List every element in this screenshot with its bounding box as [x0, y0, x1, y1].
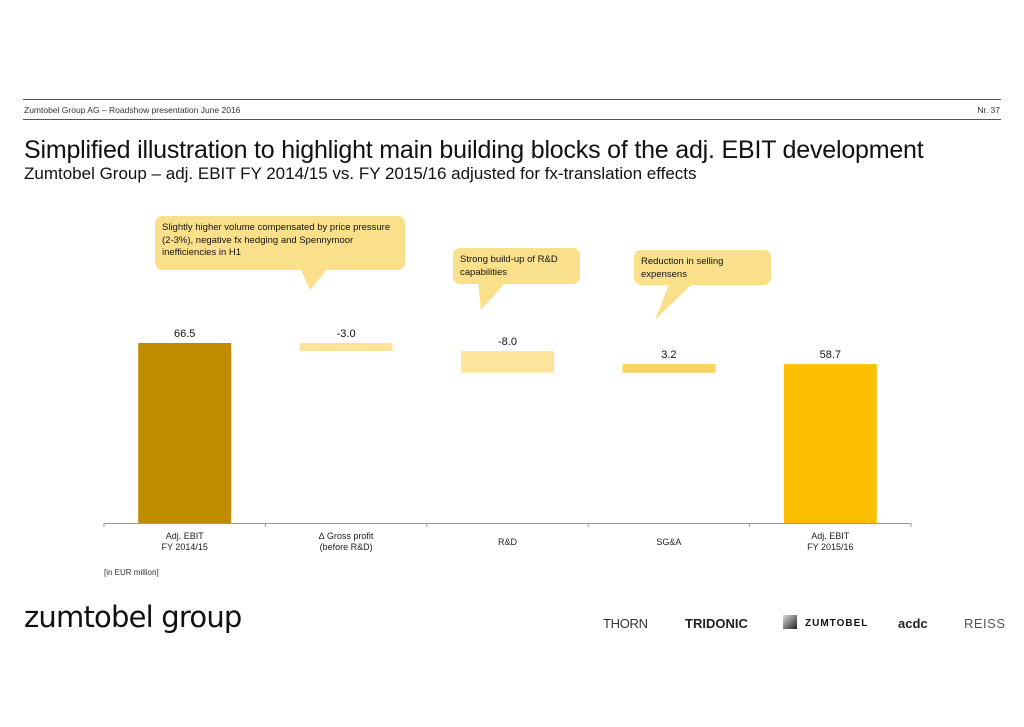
header-top-rule — [23, 99, 1001, 100]
category-label-2: R&D — [498, 537, 518, 547]
category-label-3: SG&A — [656, 537, 681, 547]
callout-tail-sga — [655, 282, 694, 320]
value-label-3: 3.2 — [661, 349, 676, 361]
category-label-0-line-0: Adj. EBIT — [166, 531, 205, 541]
bar-4 — [783, 364, 877, 523]
zumtobel-group-logo: zumtobel group — [24, 600, 242, 634]
brand-zumtobel: ZUMTOBEL — [805, 618, 869, 629]
value-label-1: -3.0 — [337, 328, 356, 340]
brand-thorn: THORN — [603, 616, 648, 631]
callout-tail-gross-profit — [300, 268, 328, 290]
slide-title: Simplified illustration to highlight mai… — [24, 136, 924, 164]
bar-0 — [138, 343, 232, 523]
category-label-1-line-1: (before R&D) — [320, 542, 373, 552]
callout-tail-rnd — [478, 282, 506, 310]
bar-3 — [622, 364, 716, 373]
callout-rnd: Strong build-up of R&D capabilities — [453, 248, 580, 284]
category-label-4-line-1: FY 2015/16 — [807, 542, 853, 552]
zumtobel-brand-icon — [783, 615, 797, 629]
value-label-4: 58.7 — [820, 349, 841, 361]
value-label-2: -8.0 — [498, 336, 517, 348]
category-label-0-line-1: FY 2014/15 — [162, 542, 208, 552]
category-label-1-line-0: ∆ Gross profit — [319, 531, 374, 541]
header-bottom-rule — [23, 119, 1001, 120]
slide-subtitle: Zumtobel Group – adj. EBIT FY 2014/15 vs… — [24, 164, 697, 183]
brand-acdc: acdc — [898, 616, 928, 631]
bar-1 — [299, 343, 393, 352]
presentation-name: Zumtobel Group AG – Roadshow presentatio… — [24, 105, 241, 115]
category-label-4-line-0: Adj. EBIT — [811, 531, 850, 541]
brand-reiss: REISS — [964, 616, 1006, 631]
callout-gross-profit: Slightly higher volume compensated by pr… — [155, 216, 405, 270]
callout-sga: Reduction in selling expensens — [634, 250, 771, 285]
unit-note: [in EUR million] — [104, 568, 159, 577]
page-number: Nr. 37 — [977, 105, 1000, 115]
bar-2 — [461, 351, 554, 373]
brand-tridonic: TRIDONIC — [685, 616, 748, 631]
value-label-0: 66.5 — [174, 328, 195, 340]
